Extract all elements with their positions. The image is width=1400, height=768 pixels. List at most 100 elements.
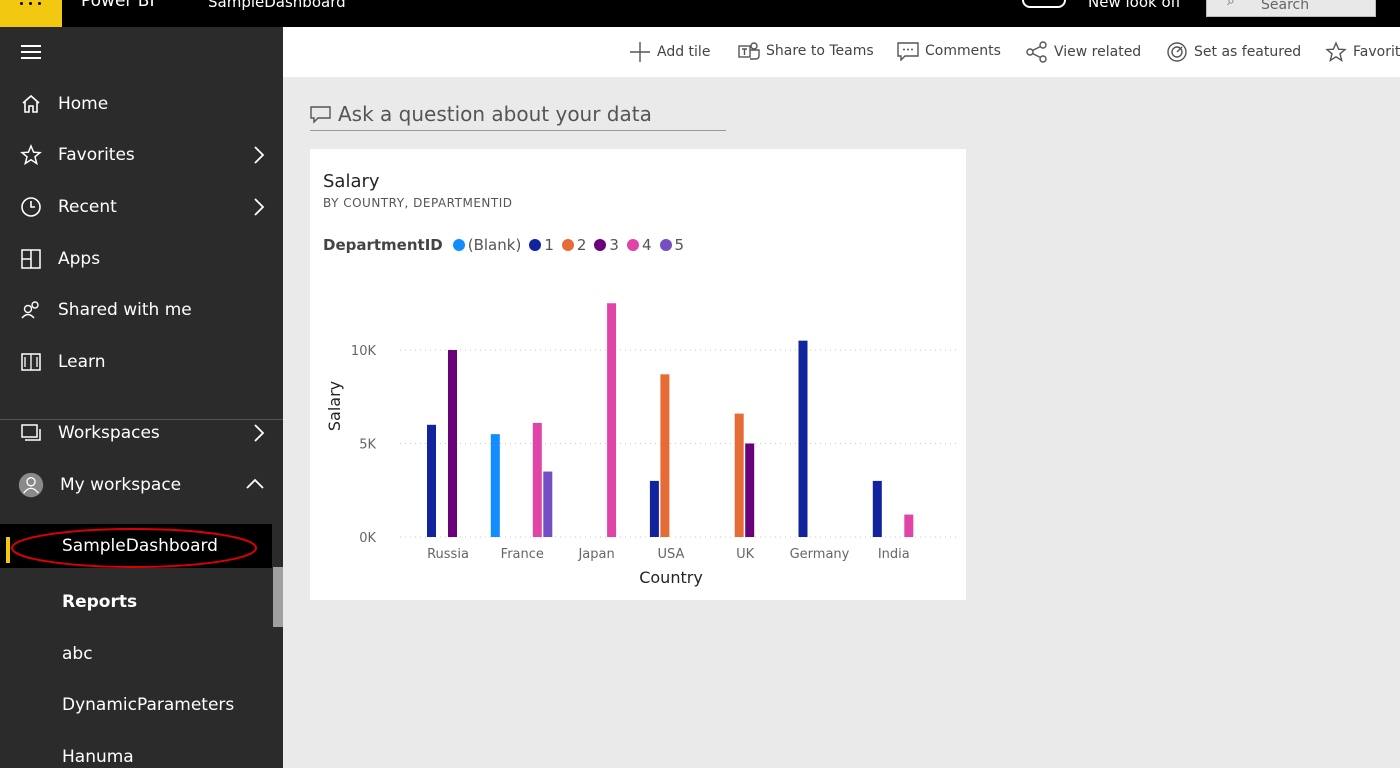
- bar-france-dept5: [543, 471, 553, 537]
- bar-france-blank: [490, 434, 500, 537]
- qa-input[interactable]: Ask a question about your data: [310, 97, 726, 131]
- legend-item-blank[interactable]: (Blank): [452, 236, 521, 254]
- x-tick-label: Russia: [427, 547, 469, 562]
- new-look-label: New look off: [1088, 0, 1181, 11]
- nav-shared-with-me[interactable]: Shared with me: [0, 290, 283, 330]
- sidebar-item-label: DynamicParameters: [62, 695, 235, 715]
- nav-apps[interactable]: Apps: [0, 239, 283, 279]
- comments-label: Comments: [925, 43, 1001, 59]
- red-highlight-ellipse: [11, 528, 257, 568]
- tile-title: Salary: [323, 171, 380, 192]
- nav-my-workspace-label: My workspace: [60, 475, 182, 495]
- view-related-button[interactable]: View related: [1026, 41, 1141, 63]
- nav-my-workspace[interactable]: My workspace: [0, 465, 283, 505]
- sidebar-item-hanuma[interactable]: Hanuma: [0, 735, 272, 768]
- app-launcher-button[interactable]: [0, 0, 62, 27]
- sidebar-item-dynamicparameters[interactable]: DynamicParameters: [0, 683, 272, 727]
- legend-item-3[interactable]: 3: [594, 236, 619, 254]
- sidebar-section-reports[interactable]: Reports: [0, 580, 272, 624]
- clock-icon: [18, 194, 44, 220]
- nav-workspaces[interactable]: Workspaces: [0, 413, 283, 453]
- bar-usa-dept2: [660, 374, 670, 537]
- nav-apps-label: Apps: [58, 249, 101, 269]
- legend-item-1[interactable]: 1: [529, 236, 554, 254]
- hamburger-menu-icon[interactable]: [21, 45, 41, 63]
- comments-button[interactable]: Comments: [897, 41, 1001, 61]
- top-bar: Power BI SampleDashboard New look off ⌕ …: [0, 0, 1400, 27]
- x-tick-label: UK: [736, 547, 755, 562]
- favorite-button[interactable]: Favorite: [1325, 41, 1400, 63]
- sidebar-divider: [0, 419, 283, 420]
- star-icon: [1325, 41, 1347, 63]
- legend-title: DepartmentID: [323, 236, 443, 254]
- legend-label: 2: [576, 236, 587, 254]
- qa-chat-icon: [310, 104, 332, 124]
- bar-india-dept1: [872, 480, 882, 537]
- teams-icon: [738, 41, 760, 61]
- y-axis-title: Salary: [325, 381, 344, 431]
- shared-icon: [18, 297, 44, 323]
- sidebar-item-sampledashboard[interactable]: SampleDashboard: [0, 524, 272, 568]
- chevron-right-icon[interactable]: [253, 145, 265, 169]
- legend-swatch: [561, 239, 574, 251]
- x-tick-label: USA: [657, 547, 684, 562]
- bar-japan-dept4: [607, 303, 617, 537]
- related-icon: [1026, 41, 1048, 63]
- app-name[interactable]: Power BI: [81, 0, 155, 11]
- legend-label: 5: [674, 236, 685, 254]
- nav-learn-label: Learn: [58, 352, 106, 372]
- nav-home-label: Home: [58, 94, 109, 114]
- bar-uk-dept3: [745, 443, 755, 537]
- nav-learn[interactable]: Learn: [0, 342, 283, 382]
- legend-item-2[interactable]: 2: [561, 236, 587, 254]
- legend-item-4[interactable]: 4: [626, 236, 652, 254]
- search-input[interactable]: ⌕ Search: [1206, 0, 1376, 17]
- y-tick-label: 0K: [359, 531, 376, 546]
- chevron-right-icon[interactable]: [253, 197, 265, 221]
- nav-favorites[interactable]: Favorites: [0, 135, 283, 175]
- sidebar: Home Favorites Recent Apps Shared with m…: [0, 27, 283, 768]
- bar-france-dept4: [532, 422, 542, 537]
- bar-russia-dept3: [448, 350, 457, 537]
- chevron-right-icon[interactable]: [253, 423, 265, 447]
- salary-bar-chart: 0K 5K 10K Salary Russia France Japan USA UK Germa…: [325, 303, 956, 587]
- sidebar-scrollbar[interactable]: [273, 567, 283, 627]
- nav-home[interactable]: Home: [0, 84, 283, 124]
- workspaces-icon: [18, 420, 44, 446]
- legend-item-5[interactable]: 5: [659, 236, 685, 254]
- share-to-teams-button[interactable]: Share to Teams: [738, 41, 874, 61]
- nav-recent[interactable]: Recent: [0, 187, 283, 227]
- chevron-up-icon[interactable]: [245, 475, 265, 494]
- new-look-toggle[interactable]: [1022, 0, 1066, 8]
- nav-recent-label: Recent: [58, 197, 117, 217]
- sidebar-item-abc[interactable]: abc: [0, 632, 272, 676]
- legend-label: 1: [544, 236, 554, 254]
- legend-swatch: [529, 239, 542, 251]
- bar-germany-dept1: [798, 340, 808, 537]
- qa-placeholder: Ask a question about your data: [338, 101, 652, 126]
- legend-swatch: [452, 239, 465, 251]
- search-placeholder: Search: [1261, 0, 1310, 13]
- bar-usa-dept1: [649, 480, 659, 537]
- salary-chart-tile[interactable]: Salary BY COUNTRY, DEPARTMENTID Departme…: [310, 149, 966, 600]
- nav-shared-label: Shared with me: [58, 300, 192, 320]
- y-tick-label: 5K: [359, 438, 376, 453]
- search-icon: ⌕: [1227, 0, 1235, 9]
- legend-label: 3: [609, 236, 619, 254]
- legend-label: 4: [641, 236, 652, 254]
- x-tick-label: India: [878, 547, 910, 562]
- set-as-featured-button[interactable]: Set as featured: [1166, 41, 1301, 63]
- nav-favorites-label: Favorites: [58, 145, 135, 165]
- plus-icon: [629, 41, 651, 63]
- nav-workspaces-label: Workspaces: [58, 423, 160, 443]
- featured-icon: [1166, 41, 1188, 63]
- sidebar-item-label: abc: [62, 644, 93, 664]
- sidebar-item-label: Hanuma: [62, 747, 134, 767]
- x-tick-label: Japan: [577, 547, 614, 562]
- active-indicator: [6, 537, 10, 563]
- add-tile-button[interactable]: Add tile: [629, 41, 710, 63]
- legend-swatch: [594, 239, 607, 251]
- add-tile-label: Add tile: [657, 44, 711, 60]
- x-axis-title: Country: [639, 568, 703, 587]
- y-tick-label: 10K: [351, 344, 377, 359]
